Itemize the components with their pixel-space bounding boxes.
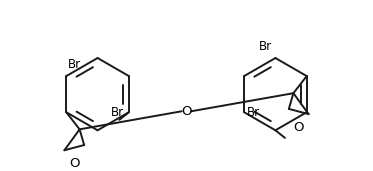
Text: Br: Br xyxy=(258,40,272,53)
Text: Br: Br xyxy=(68,58,81,71)
Text: O: O xyxy=(181,105,192,118)
Text: O: O xyxy=(69,157,79,170)
Text: Br: Br xyxy=(247,106,260,119)
Text: Br: Br xyxy=(111,106,124,119)
Text: O: O xyxy=(294,121,304,134)
